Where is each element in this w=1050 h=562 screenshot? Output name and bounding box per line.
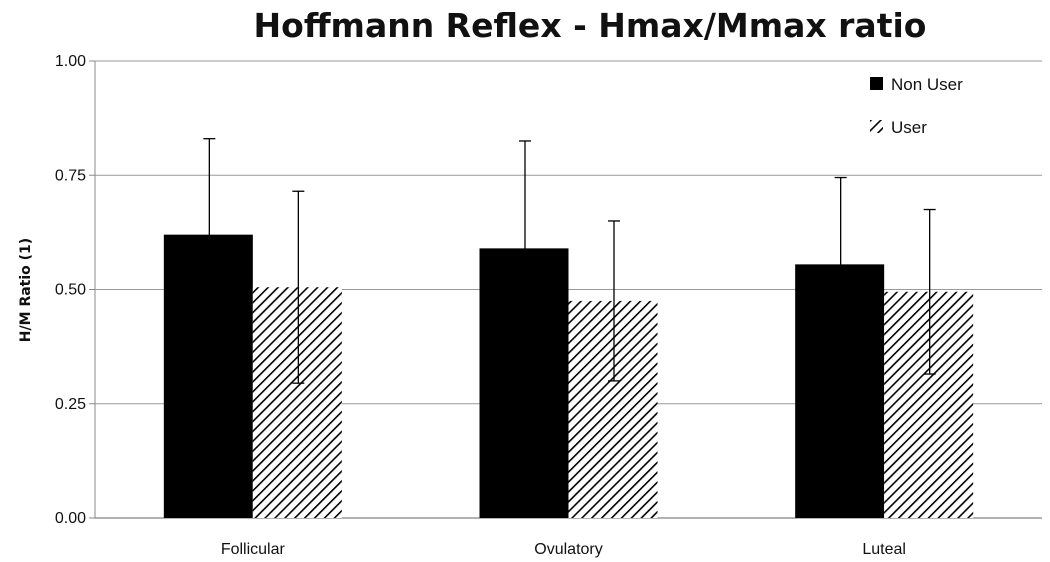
y-tick-label: 0.25 [55, 396, 86, 413]
legend-label-user: User [891, 118, 927, 137]
legend-label-non-user: Non User [891, 75, 963, 94]
bar-non-user [795, 264, 885, 518]
error-bars [203, 138, 936, 384]
bar-user [252, 287, 342, 518]
bar-user [568, 300, 658, 518]
y-tick-label: 0.50 [55, 282, 86, 299]
y-tick-labels: 0.00 0.25 0.50 0.75 1.00 [55, 53, 86, 527]
bar-non-user [479, 248, 569, 518]
bar-user [884, 291, 974, 518]
x-tick-label: Ovulatory [534, 541, 602, 558]
chart-title: Hoffmann Reflex - Hmax/Mmax ratio [254, 6, 927, 45]
bar-non-user [163, 234, 253, 518]
legend-swatch-non-user [870, 77, 883, 90]
y-axis-label: H/M Ratio (1) [18, 238, 34, 342]
x-tick-label: Follicular [221, 541, 286, 558]
x-tick-label: Luteal [862, 541, 906, 558]
legend-swatch-user [870, 120, 883, 133]
y-tick-label: 0.00 [55, 510, 86, 527]
x-tick-labels: Follicular Ovulatory Luteal [221, 541, 906, 558]
y-tick-label: 0.75 [55, 167, 86, 184]
legend: Non User User [870, 75, 963, 137]
bars [163, 234, 974, 518]
y-tick-label: 1.00 [55, 53, 86, 70]
